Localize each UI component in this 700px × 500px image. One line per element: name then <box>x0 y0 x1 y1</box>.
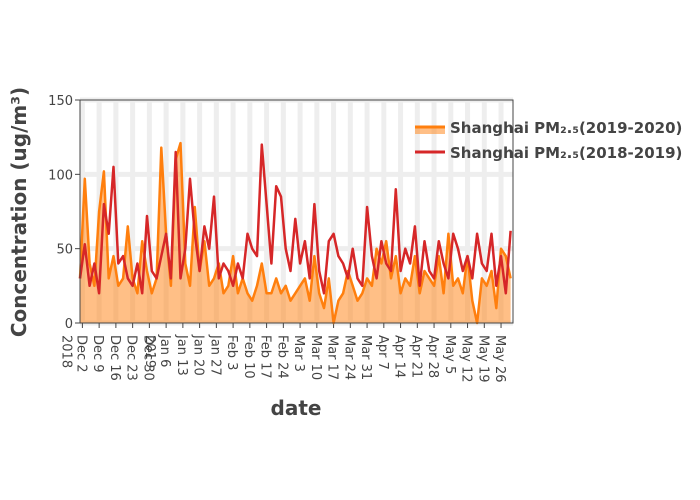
x-tick-label: Apr 7 <box>375 335 390 370</box>
plot-frame <box>79 99 514 324</box>
x-tick-label: May 12 <box>459 335 474 383</box>
x-tick-label: Apr 14 <box>392 335 407 378</box>
x-tick-label: Mar 10 <box>308 335 323 380</box>
y-tick-label: 100 <box>48 168 73 183</box>
x-tick-label: May 19 <box>475 335 490 383</box>
legend-label: Shanghai PM₂.₅(2018-2019) <box>450 144 682 162</box>
x-tick-label: May 5 <box>442 335 457 374</box>
y-tick-label: 150 <box>48 94 73 109</box>
x-tick-label: Mar 3 <box>291 335 306 372</box>
legend-label: Shanghai PM₂.₅(2019-2020) <box>450 119 682 137</box>
x-tick-label: Dec 22018 <box>58 335 88 373</box>
x-tick-label: Feb 24 <box>274 335 289 379</box>
x-tick-label: Mar 31 <box>358 335 373 380</box>
x-tick-label: Dec 30 <box>140 335 155 381</box>
x-tick-label: Jan 27 <box>207 334 222 376</box>
x-tick-label: Apr 28 <box>425 335 440 378</box>
x-tick-label: Jan 62019 <box>142 334 172 368</box>
y-axis-title: Concentration (ug/m³) <box>7 87 31 337</box>
y-tick-label: 50 <box>56 243 73 258</box>
legend-swatch <box>415 127 445 134</box>
x-tick-label: Jan 13 <box>174 334 189 376</box>
line <box>78 141 512 325</box>
x-tick-label: Dec 9 <box>90 335 105 373</box>
x-tick-label: Mar 24 <box>341 335 356 380</box>
x-tick-label: Apr 21 <box>408 335 423 378</box>
area <box>80 143 511 323</box>
x-tick-label: Feb 17 <box>258 335 273 379</box>
x-tick-label: Dec 16 <box>107 335 122 381</box>
line <box>78 143 512 295</box>
x-tick-label: Feb 10 <box>241 335 256 379</box>
x-tick-label: May 26 <box>492 335 507 383</box>
x-tick-label: Mar 17 <box>325 335 340 380</box>
x-tick-label: Jan 20 <box>191 334 206 376</box>
y-tick-label: 0 <box>65 317 73 332</box>
x-axis-title: date <box>271 396 322 420</box>
x-tick-label: Feb 3 <box>224 335 239 370</box>
x-tick-label: Dec 23 <box>124 335 139 381</box>
